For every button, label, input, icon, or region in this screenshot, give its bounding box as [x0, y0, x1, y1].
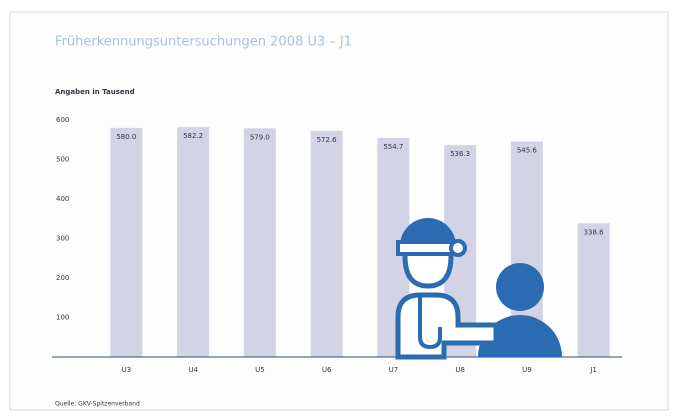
y-tick-label: 300: [56, 235, 69, 243]
x-tick-label: U5: [255, 366, 265, 374]
x-tick-label: J1: [589, 366, 597, 374]
y-tick-label: 600: [56, 116, 69, 124]
value-label: 579.0: [250, 133, 270, 141]
bar: [243, 128, 276, 357]
x-tick-label: U7: [389, 366, 399, 374]
x-tick-label: U4: [188, 366, 198, 374]
bar: [577, 223, 610, 357]
value-label: 572.6: [317, 136, 338, 144]
value-label: 338.6: [584, 228, 605, 236]
value-label: 582.2: [183, 132, 203, 140]
bar: [177, 127, 210, 357]
y-axis-label: Angaben in Tausend: [55, 88, 135, 96]
x-tick-label: U6: [322, 366, 332, 374]
x-tick-label: U8: [455, 366, 465, 374]
x-tick-label: U9: [522, 366, 532, 374]
y-tick-label: 100: [56, 314, 69, 322]
value-label: 545.6: [517, 146, 538, 154]
source: Quelle: GKV-Spitzenverband: [55, 401, 140, 408]
value-label: 554.7: [383, 143, 403, 151]
value-label: 580.0: [116, 133, 136, 141]
chart-title: Früherkennungsuntersuchungen 2008 U3 – J…: [55, 35, 352, 50]
y-tick-label: 200: [56, 274, 69, 282]
x-tick-label: U3: [122, 366, 132, 374]
bar: [110, 127, 143, 358]
y-tick-label: 400: [56, 195, 69, 203]
bar: [310, 130, 343, 357]
plot: 100 200 300 400 500 600 580.0 U3 582.2 U4 579.0 U5 5…: [56, 116, 610, 374]
value-label: 536.3: [450, 150, 470, 158]
doctor-patient-icon: [395, 218, 562, 360]
y-tick-label: 500: [56, 156, 69, 164]
